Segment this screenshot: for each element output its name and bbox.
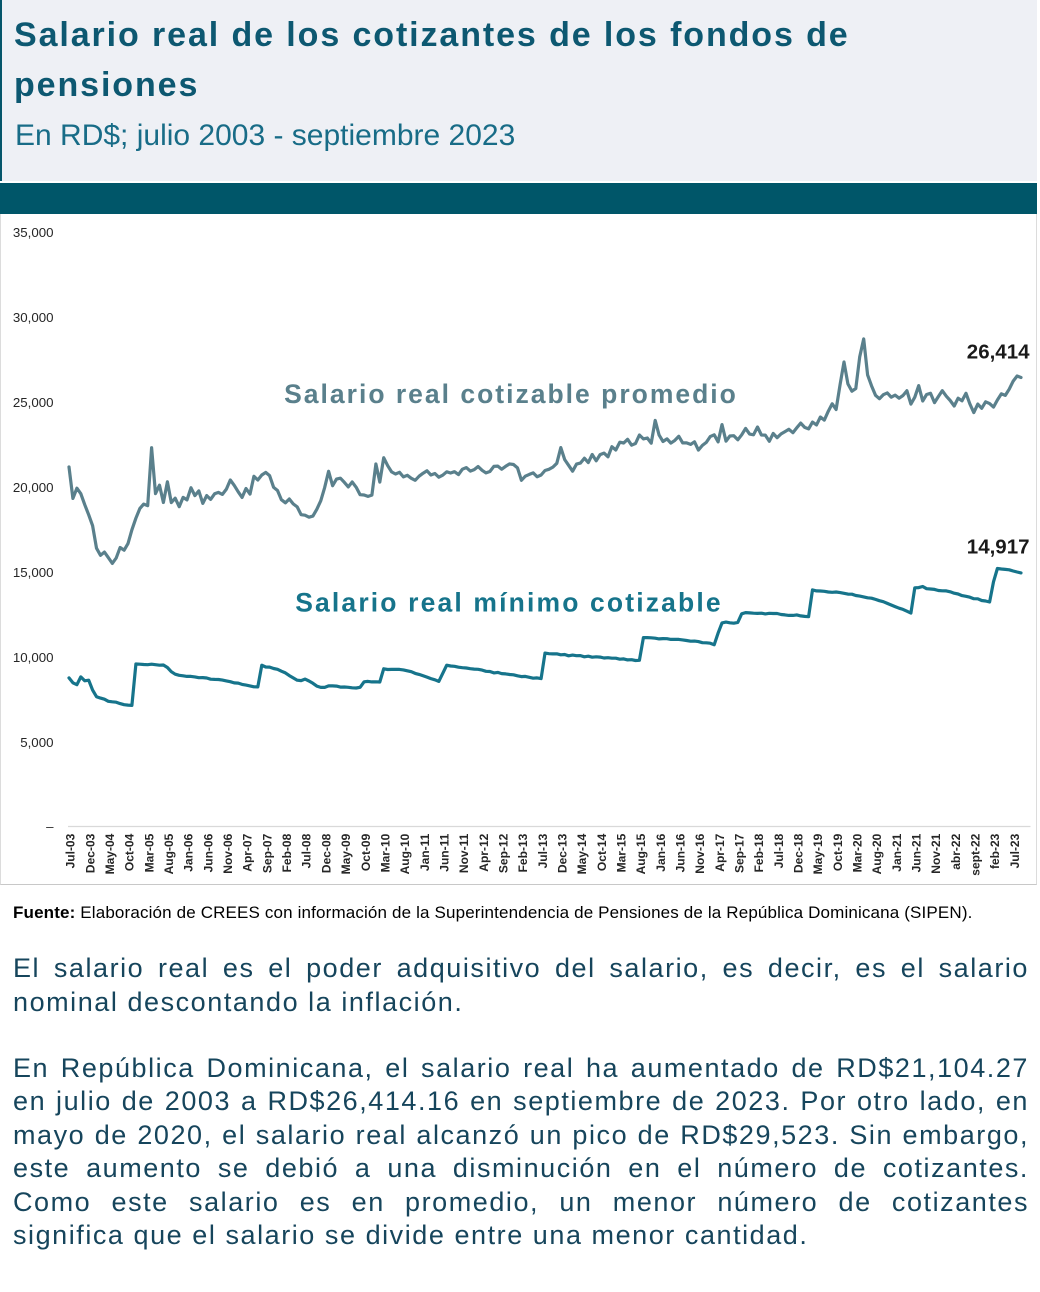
svg-text:Jul-08: Jul-08 <box>300 833 314 868</box>
svg-text:May-04: May-04 <box>103 833 117 874</box>
svg-text:30,000: 30,000 <box>13 310 54 325</box>
svg-text:Nov-06: Nov-06 <box>221 833 235 873</box>
svg-text:Jun-16: Jun-16 <box>674 833 688 872</box>
svg-text:Mar-15: Mar-15 <box>615 833 629 872</box>
svg-text:Jul-13: Jul-13 <box>536 833 550 868</box>
svg-text:Jul-23: Jul-23 <box>1008 833 1022 868</box>
svg-text:Jun-21: Jun-21 <box>910 833 924 872</box>
svg-text:20,000: 20,000 <box>13 480 54 495</box>
svg-text:Oct-14: Oct-14 <box>595 833 609 871</box>
svg-text:feb-23: feb-23 <box>988 833 1002 869</box>
svg-text:Salario real cotizable promedi: Salario real cotizable promedio <box>284 379 738 409</box>
svg-text:35,000: 35,000 <box>13 225 54 240</box>
svg-text:Jul-03: Jul-03 <box>64 833 78 868</box>
svg-text:Feb-13: Feb-13 <box>516 833 530 872</box>
svg-text:Mar-05: Mar-05 <box>142 833 156 872</box>
svg-text:sept-22: sept-22 <box>969 833 983 875</box>
svg-text:5,000: 5,000 <box>20 735 53 750</box>
svg-text:25,000: 25,000 <box>13 395 54 410</box>
svg-text:Nov-16: Nov-16 <box>693 833 707 873</box>
svg-text:Jan-11: Jan-11 <box>418 833 432 871</box>
svg-text:10,000: 10,000 <box>13 650 54 665</box>
svg-text:Aug-05: Aug-05 <box>162 833 176 874</box>
svg-text:Oct-19: Oct-19 <box>831 833 845 871</box>
svg-text:Aug-20: Aug-20 <box>870 833 884 874</box>
svg-text:Aug-10: Aug-10 <box>398 833 412 874</box>
svg-text:May-14: May-14 <box>575 833 589 874</box>
svg-text:Nov-11: Nov-11 <box>457 833 471 873</box>
svg-text:Feb-18: Feb-18 <box>752 833 766 872</box>
svg-text:Jan-21: Jan-21 <box>890 833 904 871</box>
svg-text:Sep-07: Sep-07 <box>260 833 274 873</box>
svg-text:Jun-11: Jun-11 <box>437 833 451 871</box>
svg-text:Dec-08: Dec-08 <box>319 833 333 873</box>
svg-text:Jul-18: Jul-18 <box>772 833 786 868</box>
svg-text:Dec-03: Dec-03 <box>83 833 97 873</box>
svg-text:Sep-12: Sep-12 <box>496 833 510 873</box>
svg-text:Dec-18: Dec-18 <box>792 833 806 873</box>
svg-text:Sep-17: Sep-17 <box>733 833 747 873</box>
svg-text:May-09: May-09 <box>339 833 353 874</box>
svg-text:Dec-13: Dec-13 <box>556 833 570 873</box>
svg-text:26,414: 26,414 <box>967 341 1030 364</box>
svg-text:May-19: May-19 <box>811 833 825 874</box>
svg-text:Jun-06: Jun-06 <box>201 833 215 872</box>
svg-text:Feb-08: Feb-08 <box>280 833 294 872</box>
svg-text:Aug-15: Aug-15 <box>634 833 648 874</box>
svg-text:Mar-20: Mar-20 <box>851 833 865 872</box>
svg-text:Apr-12: Apr-12 <box>477 833 491 871</box>
svg-text:Salario real mínimo cotizable: Salario real mínimo cotizable <box>295 588 723 618</box>
svg-text:Mar-10: Mar-10 <box>378 833 392 872</box>
svg-text:14,917: 14,917 <box>967 536 1030 559</box>
svg-text:–: – <box>46 819 54 834</box>
svg-text:Apr-17: Apr-17 <box>713 833 727 871</box>
svg-text:abr-22: abr-22 <box>949 833 963 869</box>
svg-text:Oct-09: Oct-09 <box>359 833 373 871</box>
svg-text:Apr-07: Apr-07 <box>241 833 255 871</box>
svg-text:Nov-21: Nov-21 <box>929 833 943 873</box>
svg-text:Oct-04: Oct-04 <box>123 833 137 871</box>
svg-text:15,000: 15,000 <box>13 565 54 580</box>
svg-text:Jan-06: Jan-06 <box>182 833 196 871</box>
svg-text:Jan-16: Jan-16 <box>654 833 668 871</box>
